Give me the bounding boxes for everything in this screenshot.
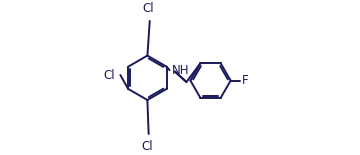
Text: Cl: Cl [103,69,115,82]
Text: NH: NH [172,64,190,77]
Text: F: F [242,74,248,87]
Text: Cl: Cl [142,2,154,15]
Text: Cl: Cl [141,140,153,153]
